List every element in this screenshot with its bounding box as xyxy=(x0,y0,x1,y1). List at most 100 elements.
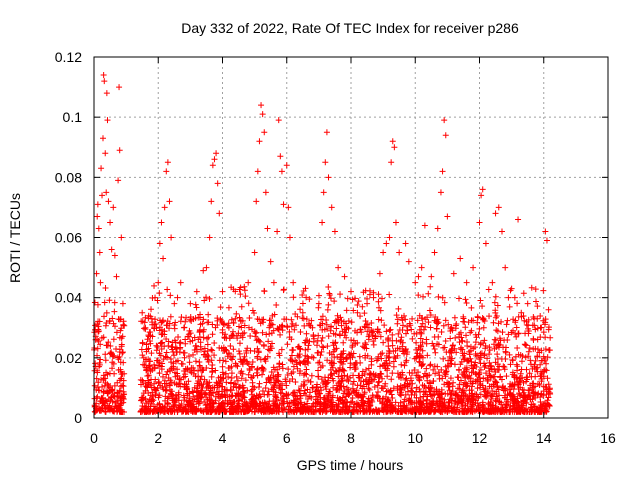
data-point xyxy=(91,367,98,374)
data-point xyxy=(487,362,494,369)
data-point xyxy=(521,341,528,348)
data-point xyxy=(275,404,282,411)
data-point xyxy=(101,313,108,320)
data-point xyxy=(308,372,315,379)
data-point xyxy=(516,390,523,397)
data-point xyxy=(463,299,470,306)
data-point xyxy=(203,294,210,301)
data-point xyxy=(459,408,466,415)
data-point xyxy=(512,400,519,407)
data-point xyxy=(481,388,488,395)
data-point xyxy=(453,349,460,356)
data-point xyxy=(527,357,534,364)
data-point xyxy=(368,320,375,327)
data-point xyxy=(229,392,236,399)
data-point xyxy=(419,354,426,361)
data-point xyxy=(382,393,389,400)
data-point xyxy=(408,326,415,333)
data-point xyxy=(327,405,334,412)
data-point xyxy=(498,318,505,325)
data-point xyxy=(433,318,440,325)
data-point xyxy=(347,354,354,361)
data-point xyxy=(238,303,245,310)
data-point xyxy=(94,213,101,220)
data-point xyxy=(359,343,366,350)
data-point xyxy=(200,316,207,323)
data-point xyxy=(338,406,345,413)
data-point xyxy=(333,407,340,414)
data-point xyxy=(419,362,426,369)
data-point xyxy=(110,408,117,415)
data-point xyxy=(402,359,409,366)
data-point xyxy=(94,393,101,400)
data-point xyxy=(540,287,547,294)
data-point xyxy=(427,361,434,368)
data-point xyxy=(511,294,518,301)
data-point xyxy=(491,336,498,343)
data-point xyxy=(103,90,110,97)
data-point xyxy=(164,286,171,293)
data-point xyxy=(333,325,340,332)
data-point xyxy=(488,383,495,390)
data-point xyxy=(319,362,326,369)
data-point xyxy=(171,325,178,332)
data-point xyxy=(255,403,262,410)
data-point xyxy=(368,361,375,368)
data-point xyxy=(156,324,163,331)
data-point xyxy=(151,364,158,371)
data-point xyxy=(463,279,470,286)
data-point xyxy=(481,337,488,344)
data-point xyxy=(390,363,397,370)
data-point xyxy=(309,384,316,391)
data-point xyxy=(154,297,161,304)
data-point xyxy=(476,356,483,363)
data-point xyxy=(514,378,521,385)
data-point xyxy=(264,405,271,412)
data-point xyxy=(111,308,118,315)
data-point xyxy=(382,380,389,387)
data-point xyxy=(400,348,407,355)
data-point xyxy=(238,392,245,399)
data-point xyxy=(448,350,455,357)
data-point xyxy=(238,324,245,331)
data-point xyxy=(475,394,482,401)
y-tick-label: 0.1 xyxy=(63,109,83,125)
data-point xyxy=(181,368,188,375)
data-point xyxy=(474,400,481,407)
data-point xyxy=(190,405,197,412)
data-point xyxy=(402,376,409,383)
data-point xyxy=(400,322,407,329)
data-point xyxy=(97,341,104,348)
data-point xyxy=(427,312,434,319)
data-point xyxy=(444,381,451,388)
data-point xyxy=(206,234,213,241)
data-point xyxy=(142,314,149,321)
data-point xyxy=(206,295,213,302)
data-point xyxy=(437,189,444,196)
data-point xyxy=(148,350,155,357)
data-point xyxy=(387,387,394,394)
data-point xyxy=(253,369,260,376)
data-point xyxy=(167,292,174,299)
data-point xyxy=(251,408,258,415)
data-point xyxy=(281,316,288,323)
data-point xyxy=(513,324,520,331)
data-point xyxy=(217,304,224,311)
data-point xyxy=(467,408,474,415)
data-point xyxy=(422,391,429,398)
data-point xyxy=(119,349,126,356)
data-point xyxy=(379,375,386,382)
data-point xyxy=(398,389,405,396)
data-point xyxy=(414,372,421,379)
data-point xyxy=(227,386,234,393)
data-point xyxy=(192,343,199,350)
data-point xyxy=(138,381,145,388)
data-point xyxy=(473,334,480,341)
data-point xyxy=(207,408,214,415)
data-point xyxy=(441,299,448,306)
data-point xyxy=(147,329,154,336)
data-point xyxy=(269,340,276,347)
data-point xyxy=(196,334,203,341)
data-point xyxy=(249,398,256,405)
